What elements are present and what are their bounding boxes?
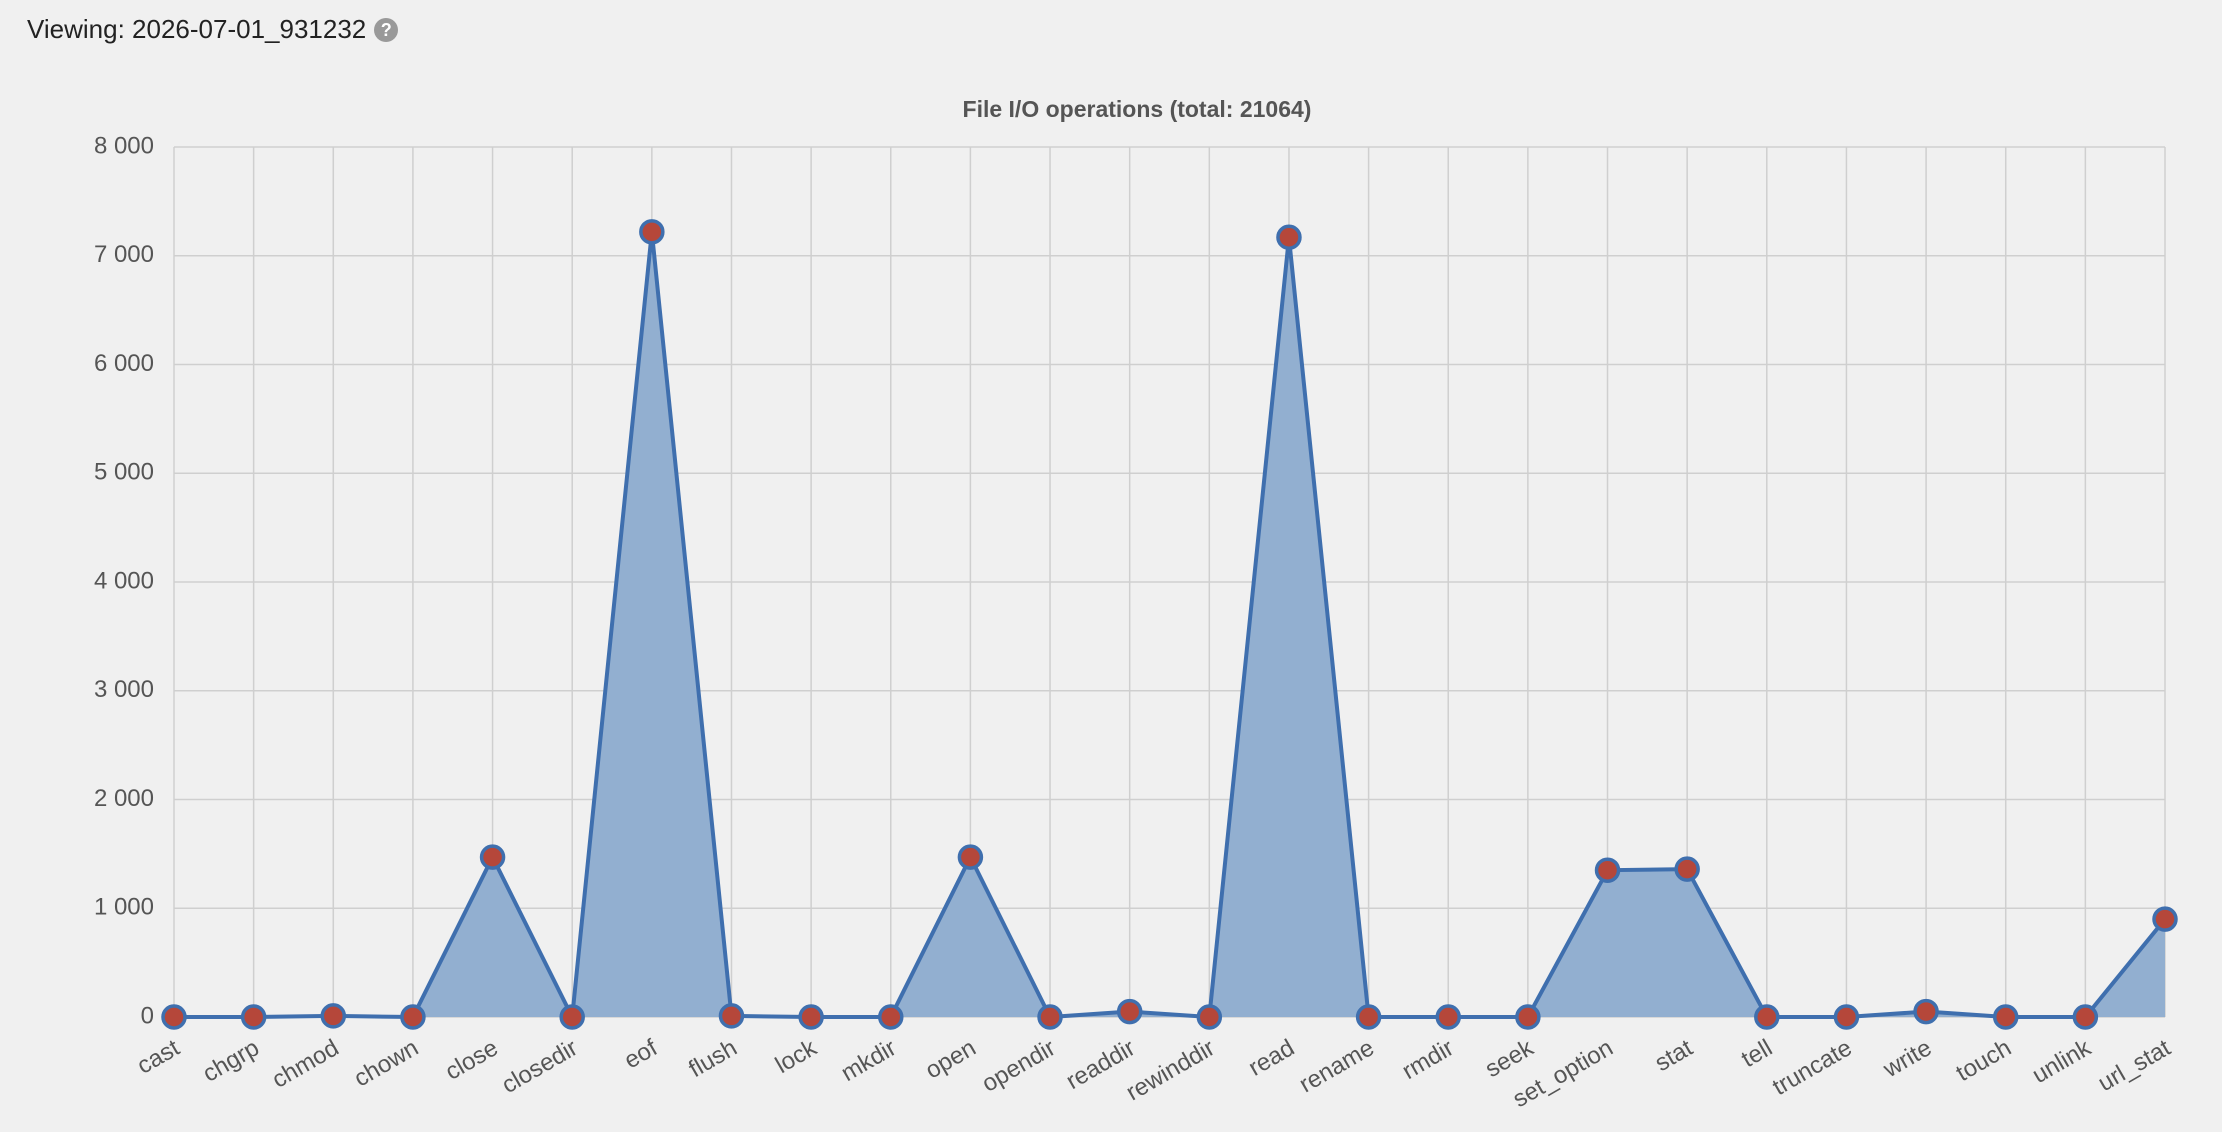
data-point bbox=[1913, 998, 1939, 1025]
data-point bbox=[161, 1004, 187, 1030]
x-tick-label: write bbox=[1878, 1034, 1936, 1083]
x-tick-label: chgrp bbox=[198, 1034, 264, 1087]
data-point bbox=[878, 1004, 904, 1030]
x-tick-label: truncate bbox=[1768, 1034, 1857, 1101]
x-tick-label: close bbox=[441, 1034, 503, 1085]
data-point bbox=[1276, 224, 1302, 251]
data-point bbox=[320, 1003, 347, 1029]
data-point bbox=[1992, 1004, 2019, 1030]
y-tick-label: 4 000 bbox=[94, 567, 154, 594]
x-tick-label: rewinddir bbox=[1122, 1034, 1220, 1106]
x-tick-label: cast bbox=[133, 1034, 185, 1080]
x-tick-label: chmod bbox=[268, 1034, 344, 1093]
y-tick-label: 2 000 bbox=[94, 785, 154, 812]
data-point bbox=[559, 1004, 585, 1030]
y-tick-label: 1 000 bbox=[94, 894, 154, 921]
x-tick-label: flush bbox=[684, 1034, 741, 1083]
data-point bbox=[1116, 998, 1143, 1025]
help-icon[interactable]: ? bbox=[374, 17, 399, 42]
data-point bbox=[1754, 1004, 1780, 1030]
data-point bbox=[1674, 856, 1700, 882]
data-point bbox=[639, 219, 665, 245]
data-point bbox=[2152, 906, 2178, 932]
x-tick-label: mkdir bbox=[837, 1034, 901, 1087]
x-tick-label: read bbox=[1244, 1034, 1299, 1081]
data-point bbox=[957, 844, 984, 870]
data-point bbox=[798, 1004, 824, 1030]
data-point bbox=[1435, 1004, 1461, 1030]
chart-title: File I/O operations (total: 21064) bbox=[963, 96, 1312, 122]
data-point bbox=[1833, 1004, 1860, 1030]
y-tick-label: 8 000 bbox=[94, 132, 154, 159]
data-point bbox=[240, 1004, 267, 1030]
y-tick-label: 3 000 bbox=[94, 676, 154, 703]
x-tick-label: rename bbox=[1295, 1034, 1379, 1098]
y-tick-label: 6 000 bbox=[94, 350, 154, 377]
area-line bbox=[174, 231, 2167, 1025]
data-point bbox=[1037, 1004, 1063, 1030]
x-tick-label: tell bbox=[1737, 1034, 1777, 1073]
x-tick-label: opendir bbox=[977, 1034, 1060, 1097]
x-tick-label: eof bbox=[620, 1034, 663, 1074]
x-tick-label: touch bbox=[1952, 1034, 2016, 1087]
data-point bbox=[479, 844, 506, 870]
y-tick-label: 0 bbox=[141, 1002, 154, 1029]
viewing-label: Viewing: 2026-07-01_931232 bbox=[27, 14, 367, 44]
x-tick-label: unlink bbox=[2028, 1034, 2097, 1089]
y-tick-label: 5 000 bbox=[94, 459, 154, 486]
header: Viewing: 2026-07-01_931232 ? bbox=[27, 14, 399, 45]
x-tick-label: stat bbox=[1650, 1034, 1697, 1077]
x-tick-label: open bbox=[921, 1034, 981, 1084]
x-tick-label: closedir bbox=[497, 1034, 582, 1099]
x-tick-label: url_stat bbox=[2094, 1034, 2176, 1097]
x-tick-label: rmdir bbox=[1398, 1034, 1459, 1085]
data-point bbox=[400, 1004, 426, 1030]
data-point bbox=[2072, 1004, 2099, 1030]
x-tick-label: seek bbox=[1481, 1034, 1539, 1083]
x-tick-label: lock bbox=[771, 1034, 822, 1079]
y-tick-label: 7 000 bbox=[94, 241, 154, 268]
data-point bbox=[718, 1003, 745, 1029]
data-point bbox=[1355, 1004, 1382, 1030]
data-point bbox=[1515, 1004, 1541, 1030]
data-point bbox=[1594, 857, 1621, 883]
data-point bbox=[1196, 1004, 1223, 1030]
x-tick-label: chown bbox=[350, 1034, 424, 1092]
